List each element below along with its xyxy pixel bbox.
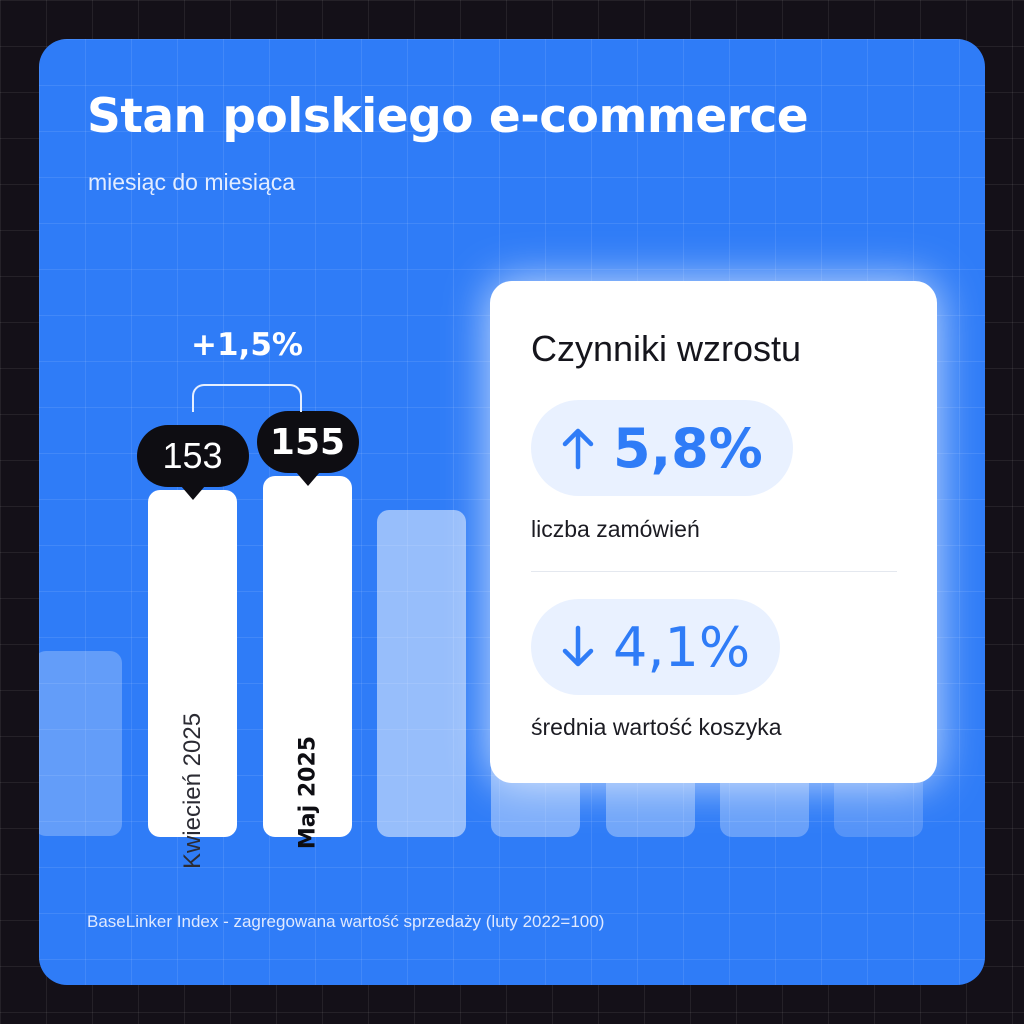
divider <box>531 571 897 572</box>
arrow-up-icon <box>562 428 594 470</box>
page-title: Stan polskiego e-commerce <box>87 89 809 144</box>
metric-pill-orders: 5,8% <box>531 400 793 496</box>
bar-category-label: Maj 2025 <box>295 735 320 850</box>
change-bracket <box>192 384 302 412</box>
bar-maj-2025: Maj 2025 <box>263 476 352 849</box>
metric-label: średnia wartość koszyka <box>531 714 782 740</box>
bar-category-label: Kwiecień 2025 <box>178 712 206 870</box>
value-bubble: 155 <box>256 411 359 486</box>
panel-title: Czynniki wzrostu <box>531 328 802 369</box>
growth-factors-panel: Czynniki wzrostu 5,8% liczba zamówień 4,… <box>490 281 937 783</box>
metric-value: 5,8% <box>613 416 763 480</box>
background-bar <box>377 510 466 837</box>
metric-value: 4,1% <box>613 615 751 679</box>
value-bubble: 153 <box>136 425 249 500</box>
footer-note: BaseLinker Index - zagregowana wartość s… <box>87 912 605 931</box>
change-label: +1,5% <box>191 327 303 363</box>
infographic-card: Stan polskiego e-commerce miesiąc do mie… <box>39 39 985 985</box>
arrow-down-icon <box>562 625 594 667</box>
bar-kwiecien-2025: Kwiecień 2025 <box>148 490 237 869</box>
background-bar <box>39 651 122 836</box>
page-subtitle: miesiąc do miesiąca <box>88 169 296 195</box>
metric-pill-basket: 4,1% <box>531 599 781 695</box>
metric-label: liczba zamówień <box>531 516 700 542</box>
